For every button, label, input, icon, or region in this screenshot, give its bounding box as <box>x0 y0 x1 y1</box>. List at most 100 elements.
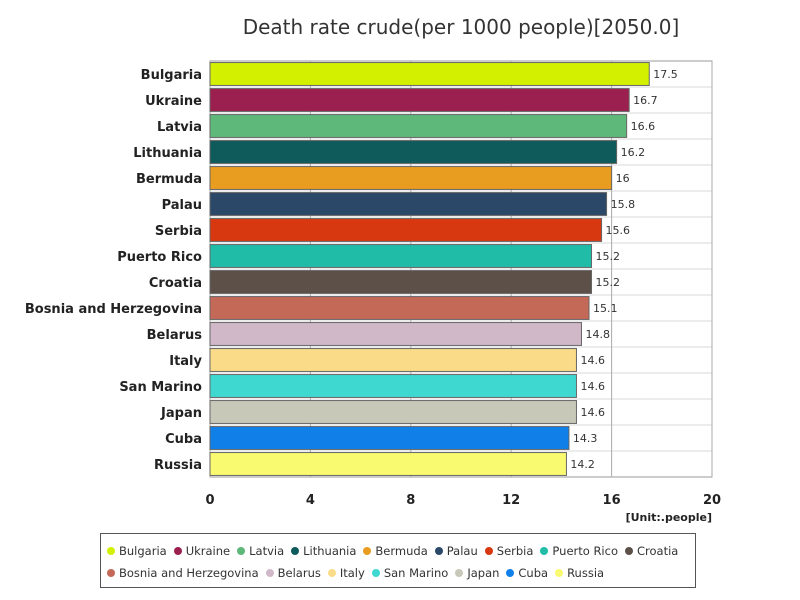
x-tick-label: 0 <box>205 493 214 508</box>
legend-swatch <box>555 569 564 577</box>
value-label-puerto-rico: 15.2 <box>596 250 621 263</box>
legend-label: Palau <box>446 544 478 558</box>
bar-ukraine <box>209 88 630 112</box>
category-label-latvia: Latvia <box>157 120 202 135</box>
legend-item-palau: Palau <box>434 540 478 562</box>
value-label-lithuania: 16.2 <box>621 146 646 159</box>
legend-label: Lithuania <box>303 544 357 558</box>
legend-label: Italy <box>339 566 365 580</box>
bar-cuba <box>209 426 570 450</box>
category-label-lithuania: Lithuania <box>133 146 202 161</box>
category-label-russia: Russia <box>154 458 202 473</box>
value-label-serbia: 15.6 <box>606 224 631 237</box>
legend-item-serbia: Serbia <box>484 540 534 562</box>
bar-lithuania <box>209 140 618 164</box>
legend-label: Japan <box>467 566 500 580</box>
legend-item-lithuania: Lithuania <box>291 540 356 562</box>
legend-item-bermuda: Bermuda <box>363 540 428 562</box>
legend-item-belarus: Belarus <box>265 562 321 584</box>
legend-swatch <box>327 569 336 577</box>
legend-swatch <box>506 569 515 577</box>
legend-swatch <box>107 547 115 555</box>
category-label-belarus: Belarus <box>147 328 203 343</box>
bar-latvia <box>209 114 628 138</box>
value-label-bulgaria: 17.5 <box>653 68 678 81</box>
legend-item-puerto-rico: Puerto Rico <box>540 540 618 562</box>
legend-item-cuba: Cuba <box>506 562 548 584</box>
legend-label: Bermuda <box>375 544 428 558</box>
value-label-croatia: 15.2 <box>596 276 621 289</box>
bar-san-marino <box>209 374 577 398</box>
legend-swatch <box>540 547 549 555</box>
value-label-belarus: 14.8 <box>585 328 610 341</box>
value-label-palau: 15.8 <box>611 198 636 211</box>
legend-label: Cuba <box>518 566 549 580</box>
category-label-bulgaria: Bulgaria <box>141 68 202 83</box>
legend-label: Bosnia and Herzegovina <box>119 566 259 580</box>
legend-label: Puerto Rico <box>552 544 618 558</box>
legend-swatch <box>107 569 115 577</box>
legend-item-russia: Russia <box>555 562 604 584</box>
legend-swatch <box>625 547 633 555</box>
category-label-bosnia-and-herzegovina: Bosnia and Herzegovina <box>25 302 202 317</box>
legend: Bulgaria Ukraine Latvia Lithuania Bermuda Pal… <box>100 533 696 588</box>
legend-label: Croatia <box>637 544 679 558</box>
value-label-san-marino: 14.6 <box>580 380 605 393</box>
x-tick-label: 4 <box>306 493 315 508</box>
legend-item-latvia: Latvia <box>237 540 284 562</box>
value-label-ukraine: 16.7 <box>633 94 658 107</box>
x-tick-label: 12 <box>502 493 520 508</box>
value-label-cuba: 14.3 <box>573 432 598 445</box>
legend-swatch <box>484 547 493 555</box>
legend-item-japan: Japan <box>455 562 499 584</box>
legend-label: Bulgaria <box>119 544 167 558</box>
chart-title: Death rate crude(per 1000 people)[2050.0… <box>242 15 680 39</box>
bar-belarus <box>209 322 582 346</box>
legend-label: Russia <box>567 566 605 580</box>
legend-swatch <box>265 569 274 577</box>
bar-bermuda <box>209 166 613 190</box>
x-tick-label: 16 <box>603 493 621 508</box>
legend-label: Ukraine <box>185 544 231 558</box>
bar-bulgaria <box>209 62 650 86</box>
legend-label: Latvia <box>249 544 285 558</box>
legend-swatch <box>173 547 182 555</box>
legend-swatch <box>434 547 443 555</box>
bar-palau <box>209 192 608 216</box>
value-label-latvia: 16.6 <box>631 120 656 133</box>
legend-swatch <box>371 569 380 577</box>
bar-bosnia-and-herzegovina <box>209 296 590 320</box>
bar-russia <box>209 452 567 476</box>
x-tick-label: 8 <box>406 493 415 508</box>
legend-item-bulgaria: Bulgaria <box>107 540 167 562</box>
legend-swatch <box>455 569 464 577</box>
x-tick-label: 20 <box>703 493 721 508</box>
value-label-italy: 14.6 <box>580 354 605 367</box>
category-label-puerto-rico: Puerto Rico <box>117 250 202 265</box>
bar-croatia <box>209 270 593 294</box>
category-label-bermuda: Bermuda <box>136 172 202 187</box>
legend-item-bosnia-and-herzegovina: Bosnia and Herzegovina <box>107 562 259 584</box>
value-label-bermuda: 16 <box>616 172 630 185</box>
legend-item-croatia: Croatia <box>625 540 678 562</box>
category-label-japan: Japan <box>160 406 202 421</box>
legend-label: Serbia <box>496 544 534 558</box>
category-label-ukraine: Ukraine <box>145 94 202 109</box>
value-label-russia: 14.2 <box>570 458 595 471</box>
category-label-italy: Italy <box>169 354 202 369</box>
unit-label: [Unit:.people] <box>626 511 712 524</box>
bar-serbia <box>209 218 603 242</box>
legend-item-san-marino: San Marino <box>371 562 449 584</box>
category-label-serbia: Serbia <box>155 224 202 239</box>
value-label-japan: 14.6 <box>580 406 605 419</box>
legend-item-ukraine: Ukraine <box>173 540 231 562</box>
legend-swatch <box>363 547 372 555</box>
bar-puerto-rico <box>209 244 593 268</box>
bar-italy <box>209 348 577 372</box>
category-label-cuba: Cuba <box>165 432 202 447</box>
legend-label: San Marino <box>383 566 449 580</box>
legend-swatch <box>291 547 300 555</box>
category-label-croatia: Croatia <box>149 276 202 291</box>
value-label-bosnia-and-herzegovina: 15.1 <box>593 302 618 315</box>
